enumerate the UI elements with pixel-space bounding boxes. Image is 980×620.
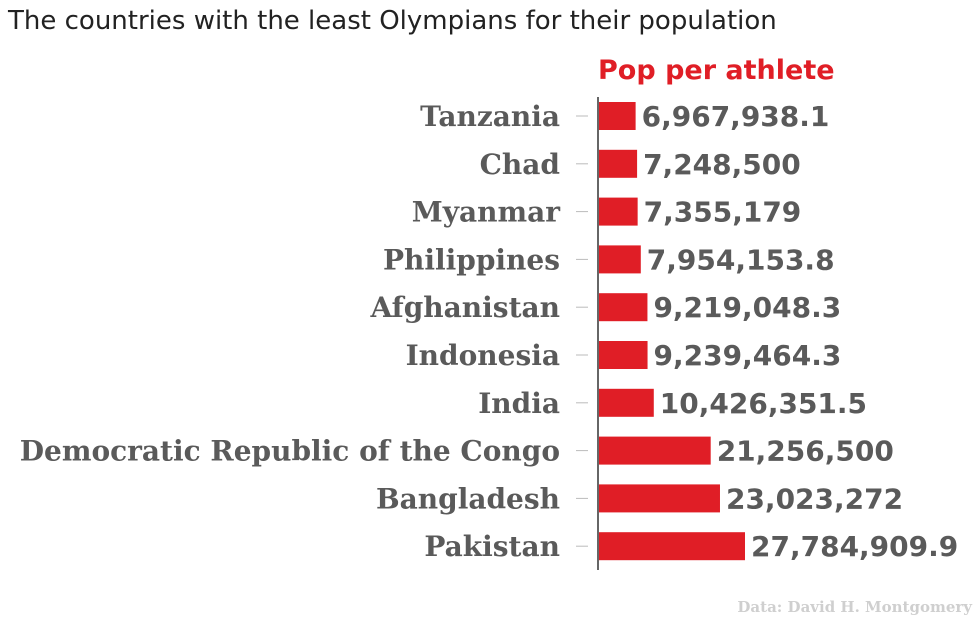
chart-title: The countries with the least Olympians f… [8, 6, 777, 36]
category-label: Pakistan [424, 530, 560, 563]
category-label: Bangladesh [376, 482, 560, 515]
category-label: Tanzania [420, 100, 560, 133]
bar [599, 197, 638, 226]
series-header: Pop per athlete [598, 55, 835, 86]
bar [599, 484, 720, 513]
category-label: Democratic Republic of the Congo [20, 435, 560, 468]
value-label: 9,219,048.3 [653, 291, 841, 324]
bar [599, 388, 654, 417]
source-note: Data: David H. Montgomery [737, 598, 973, 616]
value-label: 10,426,351.5 [660, 387, 867, 420]
value-label: 7,355,179 [644, 196, 802, 229]
value-label: 7,954,153.8 [647, 243, 835, 276]
bar [599, 102, 636, 130]
value-label: 9,239,464.3 [654, 339, 842, 372]
category-label: Afghanistan [369, 291, 560, 324]
bar [599, 245, 641, 274]
bar [599, 341, 648, 369]
value-label: 27,784,909.9 [751, 530, 958, 563]
category-label: Chad [480, 148, 560, 181]
value-label: 6,967,938.1 [642, 100, 830, 133]
category-label: India [478, 387, 560, 420]
value-label: 23,023,272 [726, 482, 903, 515]
category-label: Philippines [383, 243, 560, 276]
value-label: 21,256,500 [717, 435, 894, 468]
category-label: Myanmar [412, 196, 562, 229]
bar [599, 436, 711, 465]
bar [599, 293, 648, 322]
bar-rows: Tanzania 6,967,938.1 Chad 7,248,500 Myanmar 7… [20, 100, 959, 563]
bar [599, 149, 638, 178]
value-label: 7,248,500 [643, 148, 801, 181]
bar [599, 532, 745, 561]
category-label: Indonesia [406, 339, 560, 372]
